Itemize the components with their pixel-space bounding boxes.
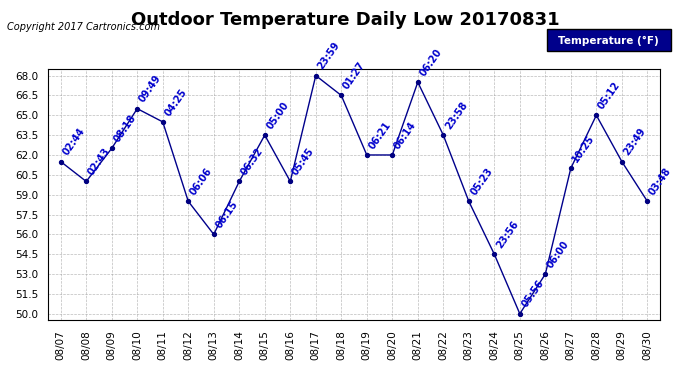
Point xyxy=(285,178,296,184)
Point xyxy=(565,165,576,171)
Text: 05:56: 05:56 xyxy=(520,279,546,310)
Text: 23:56: 23:56 xyxy=(494,219,520,250)
Point xyxy=(489,251,500,257)
Point xyxy=(157,119,168,125)
Point xyxy=(81,178,92,184)
Point xyxy=(132,106,143,112)
Text: 06:20: 06:20 xyxy=(418,47,444,78)
Text: Temperature (°F): Temperature (°F) xyxy=(558,36,659,46)
Text: 06:06: 06:06 xyxy=(188,166,214,197)
Text: 09:49: 09:49 xyxy=(137,74,164,105)
Text: 06:14: 06:14 xyxy=(393,120,418,151)
Point xyxy=(336,92,347,98)
Point xyxy=(616,159,627,165)
Point xyxy=(208,231,219,237)
Text: 23:49: 23:49 xyxy=(622,126,648,158)
Text: 05:23: 05:23 xyxy=(469,166,495,197)
Text: Copyright 2017 Cartronics.com: Copyright 2017 Cartronics.com xyxy=(7,22,160,33)
Text: 06:21: 06:21 xyxy=(367,120,393,151)
Point xyxy=(183,198,194,204)
Text: 06:15: 06:15 xyxy=(214,199,239,230)
Point xyxy=(106,146,117,152)
Point xyxy=(514,311,525,317)
Text: 02:43: 02:43 xyxy=(86,146,112,177)
Point xyxy=(234,178,245,184)
Point xyxy=(259,132,270,138)
Text: Outdoor Temperature Daily Low 20170831: Outdoor Temperature Daily Low 20170831 xyxy=(130,11,560,29)
Text: 05:00: 05:00 xyxy=(265,100,290,131)
Text: 08:18: 08:18 xyxy=(112,113,138,144)
Text: 05:12: 05:12 xyxy=(596,80,622,111)
Point xyxy=(591,112,602,118)
Point xyxy=(387,152,398,158)
Text: 01:27: 01:27 xyxy=(342,60,367,91)
Text: 10:25: 10:25 xyxy=(571,133,597,164)
Point xyxy=(437,132,448,138)
Text: 23:58: 23:58 xyxy=(443,100,469,131)
Text: 06:00: 06:00 xyxy=(545,239,571,270)
Point xyxy=(642,198,653,204)
Text: 23:59: 23:59 xyxy=(316,40,342,71)
Point xyxy=(362,152,373,158)
Text: 05:45: 05:45 xyxy=(290,146,316,177)
Text: 02:44: 02:44 xyxy=(61,126,87,158)
Point xyxy=(540,271,551,277)
Point xyxy=(55,159,66,165)
Point xyxy=(463,198,474,204)
Text: 06:32: 06:32 xyxy=(239,146,265,177)
Text: 03:48: 03:48 xyxy=(647,166,673,197)
Point xyxy=(413,79,424,85)
Point xyxy=(310,73,322,79)
Text: 04:25: 04:25 xyxy=(163,87,189,118)
